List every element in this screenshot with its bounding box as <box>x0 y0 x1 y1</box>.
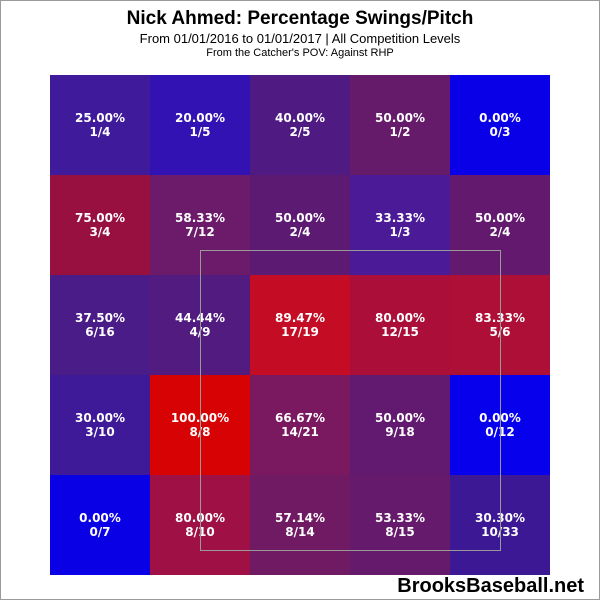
heatmap-cell: 20.00% 1/5 <box>150 75 250 175</box>
cell-count-label: 8/15 <box>385 525 415 539</box>
heatmap-cell: 80.00% 12/15 <box>350 275 450 375</box>
heatmap-cell: 80.00% 8/10 <box>150 475 250 575</box>
heatmap-cell: 37.50% 6/16 <box>50 275 150 375</box>
heatmap-cell: 40.00% 2/5 <box>250 75 350 175</box>
cell-percentage-label: 66.67% <box>275 411 325 425</box>
heatmap-cell: 33.33% 1/3 <box>350 175 450 275</box>
cell-count-label: 10/33 <box>481 525 519 539</box>
heatmap-cell: 66.67% 14/21 <box>250 375 350 475</box>
cell-percentage-label: 75.00% <box>75 211 125 225</box>
cell-count-label: 2/5 <box>289 125 311 139</box>
cell-percentage-label: 100.00% <box>170 411 230 425</box>
heatmap-cell: 30.30% 10/33 <box>450 475 550 575</box>
cell-percentage-label: 37.50% <box>75 311 125 325</box>
chart-note: From the Catcher's POV: Against RHP <box>206 47 394 59</box>
heatmap-cell: 50.00% 2/4 <box>250 175 350 275</box>
cell-percentage-label: 58.33% <box>175 211 225 225</box>
chart-subtitle: From 01/01/2016 to 01/01/2017 | All Comp… <box>139 31 461 46</box>
cell-percentage-label: 25.00% <box>75 111 125 125</box>
heatmap-cell: 58.33% 7/12 <box>150 175 250 275</box>
cell-percentage-label: 57.14% <box>275 511 325 525</box>
cell-count-label: 9/18 <box>385 425 415 439</box>
cell-count-label: 14/21 <box>281 425 319 439</box>
heatmap-cell: 0.00% 0/12 <box>450 375 550 475</box>
cell-percentage-label: 80.00% <box>375 311 425 325</box>
cell-count-label: 1/5 <box>189 125 211 139</box>
heatmap-cell: 50.00% 2/4 <box>450 175 550 275</box>
cell-percentage-label: 53.33% <box>375 511 425 525</box>
cell-percentage-label: 50.00% <box>375 111 425 125</box>
cell-count-label: 17/19 <box>281 325 319 339</box>
cell-count-label: 4/9 <box>189 325 211 339</box>
cell-percentage-label: 50.00% <box>275 211 325 225</box>
cell-count-label: 0/7 <box>89 525 111 539</box>
cell-percentage-label: 89.47% <box>275 311 325 325</box>
cell-percentage-label: 30.00% <box>75 411 125 425</box>
heatmap-cell: 53.33% 8/15 <box>350 475 450 575</box>
cell-percentage-label: 50.00% <box>475 211 525 225</box>
cell-count-label: 1/3 <box>389 225 411 239</box>
heatmap-cell: 89.47% 17/19 <box>250 275 350 375</box>
heatmap-cell: 83.33% 5/6 <box>450 275 550 375</box>
heatmap-cell: 100.00% 8/8 <box>150 375 250 475</box>
cell-count-label: 8/14 <box>285 525 315 539</box>
cell-count-label: 1/2 <box>389 125 411 139</box>
heatmap-cell: 0.00% 0/7 <box>50 475 150 575</box>
heatmap-cell: 50.00% 9/18 <box>350 375 450 475</box>
watermark: BrooksBaseball.net <box>397 575 584 597</box>
cell-count-label: 8/10 <box>185 525 215 539</box>
cell-percentage-label: 83.33% <box>475 311 525 325</box>
cell-percentage-label: 20.00% <box>175 111 225 125</box>
heatmap-grid: 25.00% 1/4 20.00% 1/5 40.00% 2/5 50.00% 1/2 0.00… <box>50 75 550 575</box>
cell-percentage-label: 33.33% <box>375 211 425 225</box>
heatmap-cell: 44.44% 4/9 <box>150 275 250 375</box>
heatmap-cell: 30.00% 3/10 <box>50 375 150 475</box>
cell-count-label: 1/4 <box>89 125 111 139</box>
cell-count-label: 3/10 <box>85 425 115 439</box>
heatmap-cell: 75.00% 3/4 <box>50 175 150 275</box>
cell-percentage-label: 0.00% <box>79 511 121 525</box>
cell-count-label: 3/4 <box>89 225 111 239</box>
cell-count-label: 8/8 <box>189 425 211 439</box>
cell-percentage-label: 0.00% <box>479 411 521 425</box>
heatmap-cell: 50.00% 1/2 <box>350 75 450 175</box>
cell-percentage-label: 0.00% <box>479 111 521 125</box>
cell-count-label: 0/3 <box>489 125 511 139</box>
chart-title: Nick Ahmed: Percentage Swings/Pitch <box>126 8 474 29</box>
cell-count-label: 0/12 <box>485 425 515 439</box>
cell-percentage-label: 40.00% <box>275 111 325 125</box>
cell-count-label: 2/4 <box>289 225 311 239</box>
cell-count-label: 5/6 <box>489 325 511 339</box>
cell-count-label: 2/4 <box>489 225 511 239</box>
heatmap-cell: 0.00% 0/3 <box>450 75 550 175</box>
cell-count-label: 6/16 <box>85 325 115 339</box>
cell-percentage-label: 30.30% <box>475 511 525 525</box>
heatmap-cell: 25.00% 1/4 <box>50 75 150 175</box>
cell-count-label: 7/12 <box>185 225 215 239</box>
heatmap-cell: 57.14% 8/14 <box>250 475 350 575</box>
cell-percentage-label: 80.00% <box>175 511 225 525</box>
cell-count-label: 12/15 <box>381 325 419 339</box>
cell-percentage-label: 50.00% <box>375 411 425 425</box>
cell-percentage-label: 44.44% <box>175 311 225 325</box>
